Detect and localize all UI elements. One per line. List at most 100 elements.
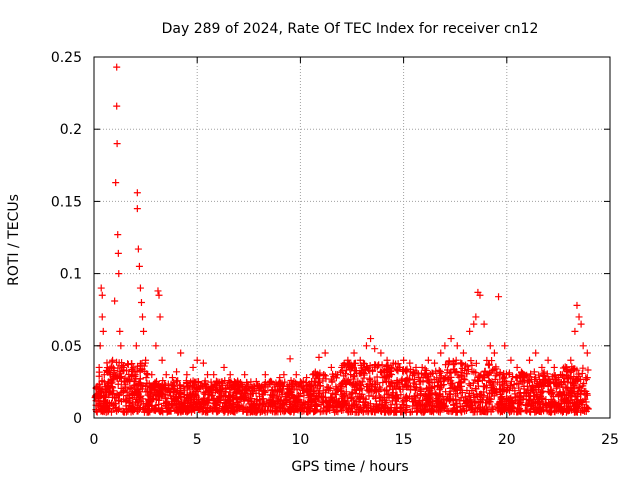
data-point — [172, 388, 180, 396]
data-point — [103, 382, 111, 390]
data-point — [139, 313, 147, 321]
data-point — [296, 392, 304, 400]
data-point — [492, 365, 500, 373]
data-point — [490, 349, 498, 357]
data-point — [371, 361, 379, 369]
data-point — [244, 387, 252, 395]
data-point — [579, 382, 587, 390]
data-point — [354, 393, 362, 401]
data-point — [281, 378, 289, 386]
data-point — [280, 371, 288, 379]
data-point — [207, 382, 215, 390]
data-point — [179, 406, 187, 414]
data-point — [401, 381, 409, 389]
data-point — [355, 406, 363, 414]
data-point — [496, 378, 504, 386]
data-point — [311, 407, 319, 415]
data-point — [113, 63, 121, 71]
data-point — [566, 368, 574, 376]
data-point — [214, 397, 222, 405]
data-point — [254, 381, 262, 389]
data-point — [365, 392, 373, 400]
data-point — [148, 402, 156, 410]
data-point — [101, 397, 109, 405]
data-point — [538, 388, 546, 396]
data-point — [347, 403, 355, 411]
data-point — [481, 367, 489, 375]
data-point — [143, 370, 151, 378]
data-point — [425, 392, 433, 400]
data-point — [304, 403, 312, 411]
data-point — [113, 102, 121, 110]
data-point — [402, 377, 410, 385]
data-point — [94, 402, 102, 410]
data-point — [341, 392, 349, 400]
data-point — [583, 374, 591, 382]
data-point — [472, 398, 480, 406]
data-point — [540, 368, 548, 376]
data-point — [106, 364, 114, 372]
data-point — [497, 393, 505, 401]
data-point — [252, 377, 260, 385]
data-point — [463, 398, 471, 406]
data-point — [556, 389, 564, 397]
data-point — [471, 399, 479, 407]
x-tick-label: 15 — [395, 432, 413, 448]
data-point — [129, 406, 137, 414]
data-point — [301, 399, 309, 407]
data-point — [525, 376, 533, 384]
data-point — [422, 395, 430, 403]
data-point — [460, 396, 468, 404]
data-point — [338, 367, 346, 375]
data-point — [333, 386, 341, 394]
data-point — [579, 364, 587, 372]
data-point — [203, 384, 211, 392]
data-point — [117, 342, 125, 350]
data-point — [313, 370, 321, 378]
data-point — [103, 359, 111, 367]
data-point — [467, 357, 475, 365]
data-point — [459, 405, 467, 413]
data-point — [220, 408, 228, 416]
data-point — [202, 388, 210, 396]
data-point — [493, 402, 501, 410]
data-point — [252, 404, 260, 412]
data-point — [528, 382, 536, 390]
data-point — [99, 327, 107, 335]
data-point — [248, 384, 256, 392]
x-tick-label: 0 — [90, 432, 99, 448]
data-point — [456, 379, 464, 387]
data-point — [400, 356, 408, 364]
y-tick-label: 0.05 — [51, 339, 82, 355]
data-point — [98, 313, 106, 321]
data-point — [283, 396, 291, 404]
data-point — [115, 391, 123, 399]
data-point — [151, 383, 159, 391]
data-point — [398, 403, 406, 411]
data-point — [292, 371, 300, 379]
data-point — [492, 372, 500, 380]
data-point — [163, 398, 171, 406]
data-point — [134, 392, 142, 400]
data-point — [322, 408, 330, 416]
data-point — [244, 381, 252, 389]
data-point — [321, 349, 329, 357]
data-point — [371, 394, 379, 402]
data-point — [523, 407, 531, 415]
data-point — [437, 377, 445, 385]
data-point — [367, 407, 375, 415]
data-point — [156, 407, 164, 415]
data-point — [463, 370, 471, 378]
data-point — [496, 368, 504, 376]
data-point — [236, 386, 244, 394]
data-point — [332, 407, 340, 415]
data-point — [499, 382, 507, 390]
data-point — [452, 368, 460, 376]
data-point — [523, 401, 531, 409]
data-point — [349, 407, 357, 415]
data-point — [362, 342, 370, 350]
data-point — [331, 391, 339, 399]
data-point — [124, 360, 132, 368]
data-point — [286, 407, 294, 415]
